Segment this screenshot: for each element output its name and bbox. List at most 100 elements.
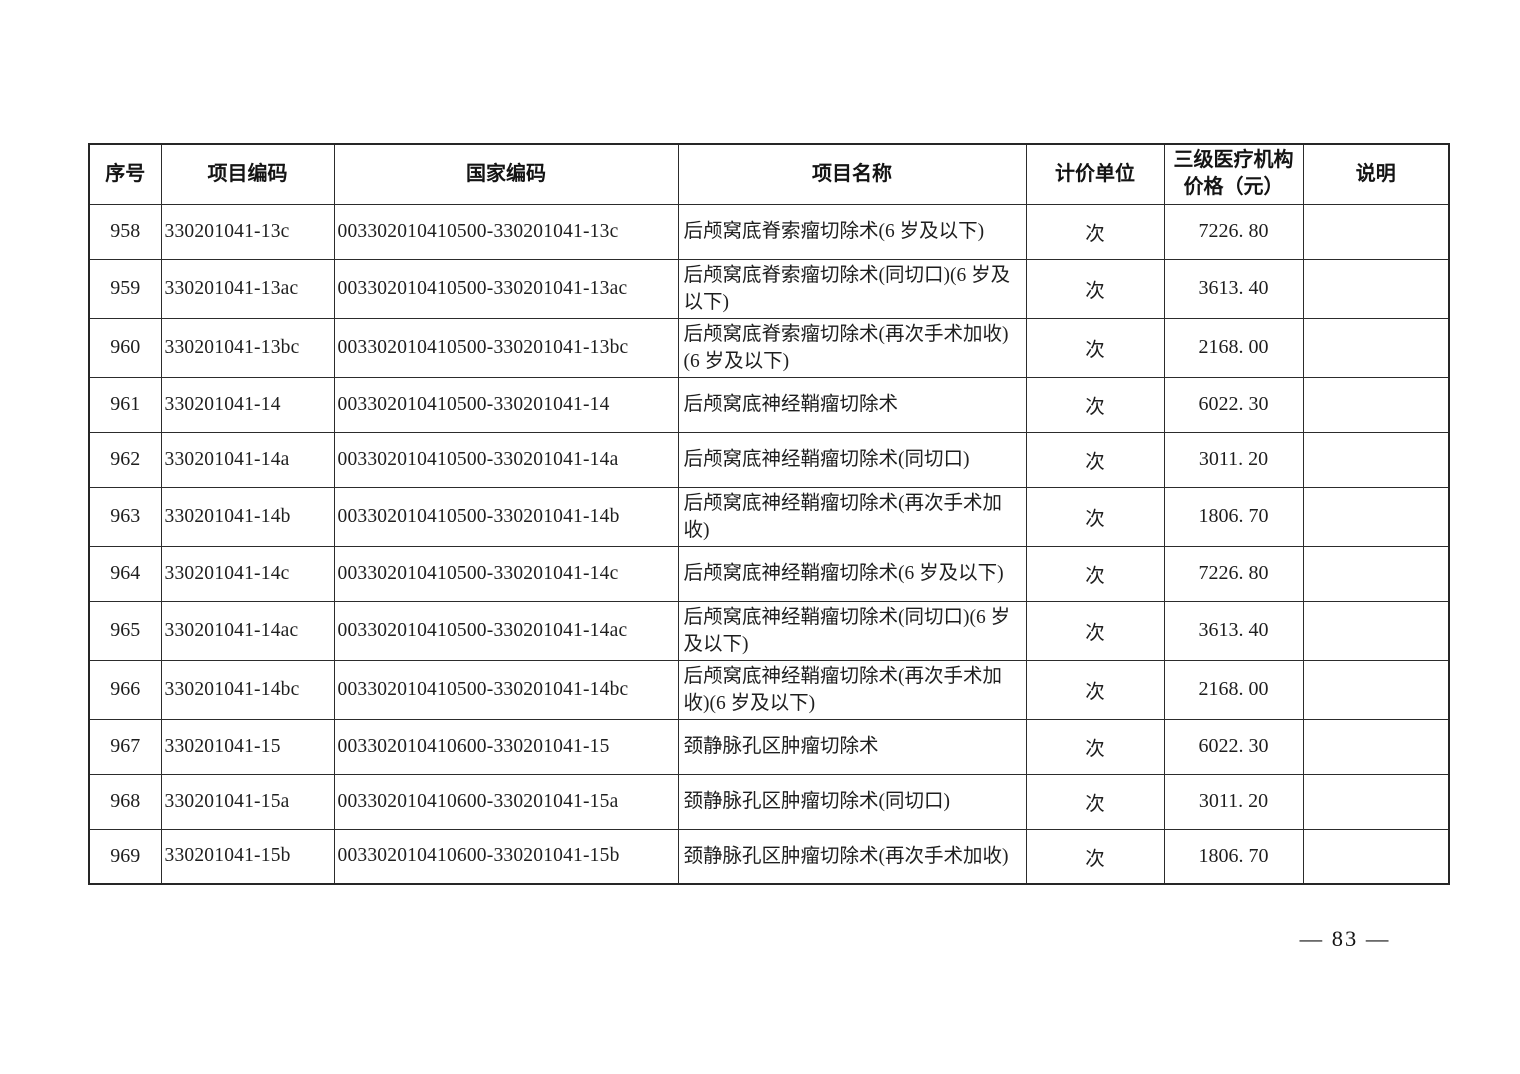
- header-seq: 序号: [88, 143, 162, 205]
- cell-price: 1806. 70: [1163, 486, 1304, 547]
- cell-price: 1806. 70: [1163, 828, 1304, 885]
- table-row: 962 330201041-14a 003302010410500-330201…: [88, 431, 1450, 488]
- cell-note: [1302, 317, 1450, 378]
- table-row: 967 330201041-15 003302010410600-3302010…: [88, 718, 1450, 775]
- cell-unit: 次: [1025, 659, 1165, 720]
- cell-note: [1302, 545, 1450, 602]
- cell-unit: 次: [1025, 258, 1165, 319]
- cell-national-code: 003302010410500-330201041-13bc: [333, 317, 679, 378]
- cell-note: [1302, 828, 1450, 885]
- cell-price: 3613. 40: [1163, 258, 1304, 319]
- cell-seq: 967: [88, 718, 162, 775]
- cell-seq: 969: [88, 828, 162, 885]
- cell-unit: 次: [1025, 828, 1165, 885]
- cell-seq: 960: [88, 317, 162, 378]
- cell-price: 3613. 40: [1163, 600, 1304, 661]
- cell-national-code: 003302010410500-330201041-14a: [333, 431, 679, 488]
- cell-note: [1302, 258, 1450, 319]
- price-table: 序号 项目编码 国家编码 项目名称 计价单位 三级医疗机构价格（元） 说明 95…: [88, 143, 1450, 885]
- cell-unit: 次: [1025, 773, 1165, 830]
- cell-note: [1302, 659, 1450, 720]
- cell-project-code: 330201041-14b: [160, 486, 335, 547]
- cell-project-code: 330201041-13ac: [160, 258, 335, 319]
- cell-seq: 968: [88, 773, 162, 830]
- cell-project-name: 颈静脉孔区肿瘤切除术(再次手术加收): [677, 828, 1027, 885]
- cell-national-code: 003302010410500-330201041-14c: [333, 545, 679, 602]
- cell-project-code: 330201041-14bc: [160, 659, 335, 720]
- header-unit: 计价单位: [1025, 143, 1165, 205]
- cell-price: 2168. 00: [1163, 317, 1304, 378]
- cell-project-name: 后颅窝底神经鞘瘤切除术: [677, 376, 1027, 433]
- cell-seq: 965: [88, 600, 162, 661]
- table-row: 966 330201041-14bc 003302010410500-33020…: [88, 659, 1450, 720]
- cell-project-code: 330201041-15: [160, 718, 335, 775]
- cell-project-code: 330201041-13c: [160, 203, 335, 260]
- cell-note: [1302, 376, 1450, 433]
- cell-seq: 964: [88, 545, 162, 602]
- cell-price: 6022. 30: [1163, 718, 1304, 775]
- cell-unit: 次: [1025, 376, 1165, 433]
- cell-project-code: 330201041-14ac: [160, 600, 335, 661]
- cell-project-code: 330201041-14: [160, 376, 335, 433]
- cell-project-name: 后颅窝底脊索瘤切除术(同切口)(6 岁及以下): [677, 258, 1027, 319]
- cell-project-name: 后颅窝底神经鞘瘤切除术(再次手术加收)(6 岁及以下): [677, 659, 1027, 720]
- cell-project-name: 后颅窝底神经鞘瘤切除术(6 岁及以下): [677, 545, 1027, 602]
- cell-seq: 958: [88, 203, 162, 260]
- cell-national-code: 003302010410600-330201041-15a: [333, 773, 679, 830]
- header-national-code: 国家编码: [333, 143, 679, 205]
- cell-national-code: 003302010410500-330201041-13ac: [333, 258, 679, 319]
- cell-seq: 962: [88, 431, 162, 488]
- page-number: — 83 —: [1299, 926, 1391, 951]
- table-row: 968 330201041-15a 003302010410600-330201…: [88, 773, 1450, 830]
- table-row: 960 330201041-13bc 003302010410500-33020…: [88, 317, 1450, 378]
- cell-seq: 959: [88, 258, 162, 319]
- cell-note: [1302, 431, 1450, 488]
- cell-price: 3011. 20: [1163, 773, 1304, 830]
- cell-project-name: 后颅窝底神经鞘瘤切除术(同切口): [677, 431, 1027, 488]
- cell-seq: 961: [88, 376, 162, 433]
- cell-national-code: 003302010410600-330201041-15b: [333, 828, 679, 885]
- cell-national-code: 003302010410500-330201041-13c: [333, 203, 679, 260]
- table-row: 961 330201041-14 003302010410500-3302010…: [88, 376, 1450, 433]
- cell-price: 6022. 30: [1163, 376, 1304, 433]
- table-row: 965 330201041-14ac 003302010410500-33020…: [88, 600, 1450, 661]
- table-row: 958 330201041-13c 003302010410500-330201…: [88, 203, 1450, 260]
- cell-national-code: 003302010410600-330201041-15: [333, 718, 679, 775]
- cell-seq: 963: [88, 486, 162, 547]
- cell-note: [1302, 203, 1450, 260]
- header-project-name: 项目名称: [677, 143, 1027, 205]
- cell-unit: 次: [1025, 545, 1165, 602]
- table-row: 969 330201041-15b 003302010410600-330201…: [88, 828, 1450, 885]
- table-row: 964 330201041-14c 003302010410500-330201…: [88, 545, 1450, 602]
- cell-note: [1302, 486, 1450, 547]
- cell-project-name: 后颅窝底神经鞘瘤切除术(同切口)(6 岁及以下): [677, 600, 1027, 661]
- cell-note: [1302, 773, 1450, 830]
- cell-seq: 966: [88, 659, 162, 720]
- table-row: 963 330201041-14b 003302010410500-330201…: [88, 486, 1450, 547]
- cell-project-name: 后颅窝底脊索瘤切除术(再次手术加收)(6 岁及以下): [677, 317, 1027, 378]
- cell-price: 7226. 80: [1163, 203, 1304, 260]
- cell-national-code: 003302010410500-330201041-14ac: [333, 600, 679, 661]
- cell-unit: 次: [1025, 317, 1165, 378]
- cell-project-code: 330201041-13bc: [160, 317, 335, 378]
- cell-project-code: 330201041-14a: [160, 431, 335, 488]
- table-row: 959 330201041-13ac 003302010410500-33020…: [88, 258, 1450, 319]
- cell-note: [1302, 600, 1450, 661]
- header-note: 说明: [1302, 143, 1450, 205]
- cell-project-name: 后颅窝底脊索瘤切除术(6 岁及以下): [677, 203, 1027, 260]
- cell-unit: 次: [1025, 600, 1165, 661]
- cell-price: 7226. 80: [1163, 545, 1304, 602]
- cell-price: 3011. 20: [1163, 431, 1304, 488]
- table-header-row: 序号 项目编码 国家编码 项目名称 计价单位 三级医疗机构价格（元） 说明: [88, 143, 1450, 205]
- cell-project-name: 后颅窝底神经鞘瘤切除术(再次手术加收): [677, 486, 1027, 547]
- cell-national-code: 003302010410500-330201041-14: [333, 376, 679, 433]
- cell-project-code: 330201041-15b: [160, 828, 335, 885]
- header-tier3-price: 三级医疗机构价格（元）: [1163, 143, 1304, 205]
- cell-national-code: 003302010410500-330201041-14b: [333, 486, 679, 547]
- cell-unit: 次: [1025, 431, 1165, 488]
- cell-project-name: 颈静脉孔区肿瘤切除术(同切口): [677, 773, 1027, 830]
- cell-project-code: 330201041-14c: [160, 545, 335, 602]
- cell-price: 2168. 00: [1163, 659, 1304, 720]
- header-project-code: 项目编码: [160, 143, 335, 205]
